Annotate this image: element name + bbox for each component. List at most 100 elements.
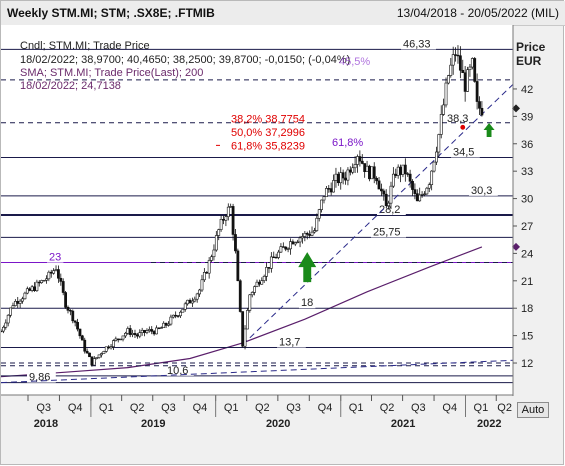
- candle-body: [236, 250, 240, 282]
- candle-body: [193, 298, 197, 302]
- candle-body: [16, 301, 20, 304]
- candle-body: [64, 292, 67, 308]
- x-tick-label: Q4: [68, 402, 83, 414]
- candle-body: [21, 298, 24, 302]
- candle-body: [375, 177, 379, 182]
- candle-body: [207, 260, 211, 274]
- candle-body: [126, 328, 130, 334]
- red-dot-marker: [460, 124, 466, 130]
- x-year-label: 2022: [477, 418, 501, 430]
- candle-body: [322, 196, 326, 201]
- candle-body: [384, 193, 388, 207]
- y-axis: 12 15 18 21 24 27 30 33 36 39 42: [512, 25, 533, 396]
- x-tick-label: Q3: [161, 402, 176, 414]
- candle-body: [413, 189, 417, 194]
- level-label: 34,5: [453, 146, 474, 158]
- y-tick-label: 24: [521, 248, 533, 260]
- candle-body: [159, 327, 163, 329]
- y-tick-label: 30: [521, 194, 533, 206]
- y-tick-label: 39: [521, 111, 533, 123]
- candle-body: [279, 246, 283, 253]
- candle-body: [415, 193, 419, 202]
- candle-body: [475, 81, 479, 102]
- candle-body: [454, 54, 457, 56]
- candle-body: [25, 288, 29, 294]
- candle-body: [250, 292, 254, 296]
- x-tick-label: Q1: [224, 402, 239, 414]
- candle-body: [449, 64, 453, 76]
- candle-body: [356, 156, 359, 165]
- candle-body: [248, 294, 252, 311]
- candle-body: [339, 172, 343, 184]
- candle-body: [336, 173, 340, 184]
- candle-body: [451, 54, 455, 66]
- candle-body: [40, 280, 44, 283]
- candle-body: [109, 346, 113, 349]
- candle-body: [444, 82, 448, 106]
- candle-body: [408, 173, 412, 182]
- level-label-bg: [277, 335, 306, 348]
- candle-body: [80, 335, 84, 341]
- candle-body: [217, 229, 221, 236]
- candle-body: [224, 216, 228, 221]
- candle-body: [360, 160, 364, 164]
- candle-body: [310, 231, 314, 236]
- candle-body: [320, 199, 323, 210]
- level-label-bg: [47, 250, 64, 263]
- candle-body: [401, 164, 405, 175]
- candle-body: [73, 320, 77, 323]
- y-tick-label: 21: [521, 276, 533, 288]
- candle-body: [437, 134, 441, 153]
- x-tick-label: Q4: [442, 402, 457, 414]
- candle-body: [214, 235, 218, 251]
- candle-body: [406, 173, 410, 175]
- candle-body: [274, 256, 278, 259]
- auto-scale-button[interactable]: Auto: [517, 402, 549, 418]
- y-tick-label: 27: [521, 221, 533, 233]
- candle-body: [59, 277, 63, 282]
- candle-body: [128, 328, 132, 335]
- candle-body: [296, 241, 300, 244]
- candle-body: [461, 69, 465, 74]
- legend-line-1: Cndl; STM.MI; Trade Price: [20, 40, 150, 52]
- x-tick-label: Q2: [497, 402, 512, 414]
- candle-body: [179, 311, 182, 317]
- candle-body: [456, 54, 460, 57]
- candle-body: [420, 194, 424, 196]
- candle-body: [119, 338, 123, 341]
- candle-body: [241, 311, 245, 347]
- candle-body: [95, 357, 99, 359]
- fib-label: 38,2% 38,7754: [231, 113, 305, 125]
- candle-body: [277, 251, 280, 258]
- candle-body: [164, 322, 168, 326]
- candle-body: [61, 281, 65, 293]
- candle-body: [116, 338, 120, 340]
- candle-body: [133, 333, 137, 336]
- level-label-bg: [451, 145, 480, 158]
- candle-body: [162, 322, 166, 328]
- candle-body: [9, 307, 12, 316]
- candle-body: [85, 350, 89, 354]
- candle-body: [317, 209, 321, 219]
- candle-body: [332, 180, 335, 193]
- candle-body: [243, 328, 247, 347]
- candle-body: [155, 327, 158, 335]
- candle-body: [78, 328, 82, 337]
- candle-body: [114, 338, 118, 341]
- candle-body: [315, 217, 319, 231]
- candle-body: [363, 163, 367, 172]
- candle-body: [188, 299, 192, 304]
- candle-body: [57, 269, 60, 279]
- candle-body: [202, 271, 206, 281]
- candle-body: [389, 185, 393, 204]
- candle-body: [186, 299, 190, 305]
- candle-body: [442, 104, 446, 115]
- level-label: 10,6: [167, 365, 188, 377]
- candle-body: [169, 316, 173, 325]
- candle-body: [368, 165, 371, 180]
- candle-body: [205, 271, 209, 274]
- candle-body: [327, 188, 331, 190]
- candle-body: [135, 334, 139, 337]
